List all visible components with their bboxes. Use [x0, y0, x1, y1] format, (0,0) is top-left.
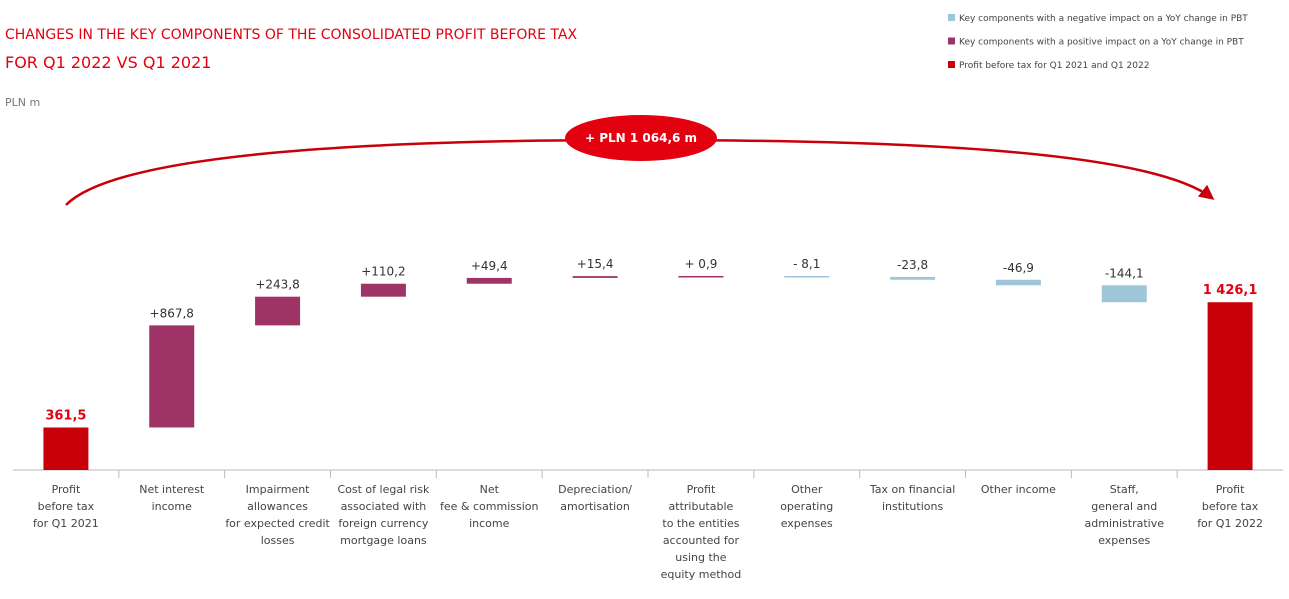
x-tick-label: to the entities [662, 517, 739, 530]
x-tick-label: for Q1 2021 [33, 517, 99, 530]
x-tick-label: general and [1091, 500, 1157, 513]
x-tick-label: mortgage loans [340, 534, 427, 547]
bar [360, 283, 406, 297]
x-tick-label: Profit [52, 483, 81, 496]
x-tick-label: expenses [781, 517, 833, 530]
x-tick-label: accounted for [663, 534, 740, 547]
legend-swatch [948, 61, 955, 68]
x-tick-label: before tax [1202, 500, 1259, 513]
x-tick-label: equity method [661, 568, 742, 581]
x-tick-label: losses [261, 534, 295, 547]
x-tick-label: fee & commission [440, 500, 538, 513]
x-tick-label: Net interest [139, 483, 205, 496]
x-tick-label: Net [480, 483, 500, 496]
x-tick-label: for Q1 2022 [1197, 517, 1263, 530]
bar [149, 325, 195, 428]
x-tick-label: attributable [669, 500, 734, 513]
bar [572, 276, 618, 278]
value-label: 361,5 [45, 408, 86, 423]
x-tick-label: foreign currency [338, 517, 429, 530]
x-tick-label: before tax [38, 500, 95, 513]
x-tick-label: income [152, 500, 193, 513]
legend-swatch [948, 14, 955, 21]
bar [890, 276, 936, 280]
value-label: +15,4 [577, 257, 614, 271]
annotation: + PLN 1 064,6 m [585, 131, 697, 145]
x-tick-label: Cost of legal risk [337, 483, 429, 496]
value-label: -23,8 [897, 258, 928, 272]
value-label: + 0,9 [684, 257, 717, 271]
value-label: +243,8 [255, 278, 299, 292]
x-tick-label: Tax on financial [869, 483, 955, 496]
x-tick-label: amortisation [560, 500, 630, 513]
x-tick-label: Impairment [246, 483, 311, 496]
bar [1207, 302, 1253, 470]
bar [1101, 285, 1147, 303]
chart-title: FOR Q1 2022 VS Q1 2021 [5, 53, 211, 72]
bar [466, 277, 512, 284]
value-label: -46,9 [1003, 261, 1034, 275]
legend-label: Key components with a negative impact on… [959, 14, 1248, 24]
chart-title: CHANGES IN THE KEY COMPONENTS OF THE CON… [5, 27, 577, 43]
x-tick-label: Profit [687, 483, 716, 496]
annotation-bubble [565, 115, 717, 161]
value-label: 1 426,1 [1203, 283, 1258, 298]
legend-label: Profit before tax for Q1 2021 and Q1 202… [959, 61, 1149, 71]
value-label: +49,4 [471, 259, 508, 273]
subtitle: PLN m [5, 96, 40, 109]
x-tick-label: using the [675, 551, 726, 564]
bar [43, 427, 89, 470]
bar [255, 296, 301, 326]
value-label: +110,2 [361, 265, 405, 279]
x-tick-label: expenses [1098, 534, 1150, 547]
x-tick-label: administrative [1085, 517, 1165, 530]
bar [678, 276, 724, 278]
x-tick-label: Depreciation/ [558, 483, 632, 496]
x-tick-label: operating [780, 500, 833, 513]
legend-label: Key components with a positive impact on… [959, 38, 1244, 48]
value-label: -144,1 [1105, 266, 1144, 280]
value-label: +867,8 [150, 306, 194, 320]
x-tick-label: Other [791, 483, 823, 496]
bar [784, 276, 830, 278]
x-tick-label: Profit [1216, 483, 1245, 496]
x-tick-label: allowances [247, 500, 308, 513]
x-tick-label: income [469, 517, 510, 530]
bar [995, 279, 1041, 286]
x-tick-label: for expected credit [225, 517, 330, 530]
x-tick-label: associated with [341, 500, 427, 513]
x-tick-label: institutions [882, 500, 943, 513]
legend-swatch [948, 37, 955, 45]
x-tick-label: Staff, [1110, 483, 1139, 496]
x-tick-label: Other income [981, 483, 1056, 496]
value-label: - 8,1 [793, 257, 820, 271]
